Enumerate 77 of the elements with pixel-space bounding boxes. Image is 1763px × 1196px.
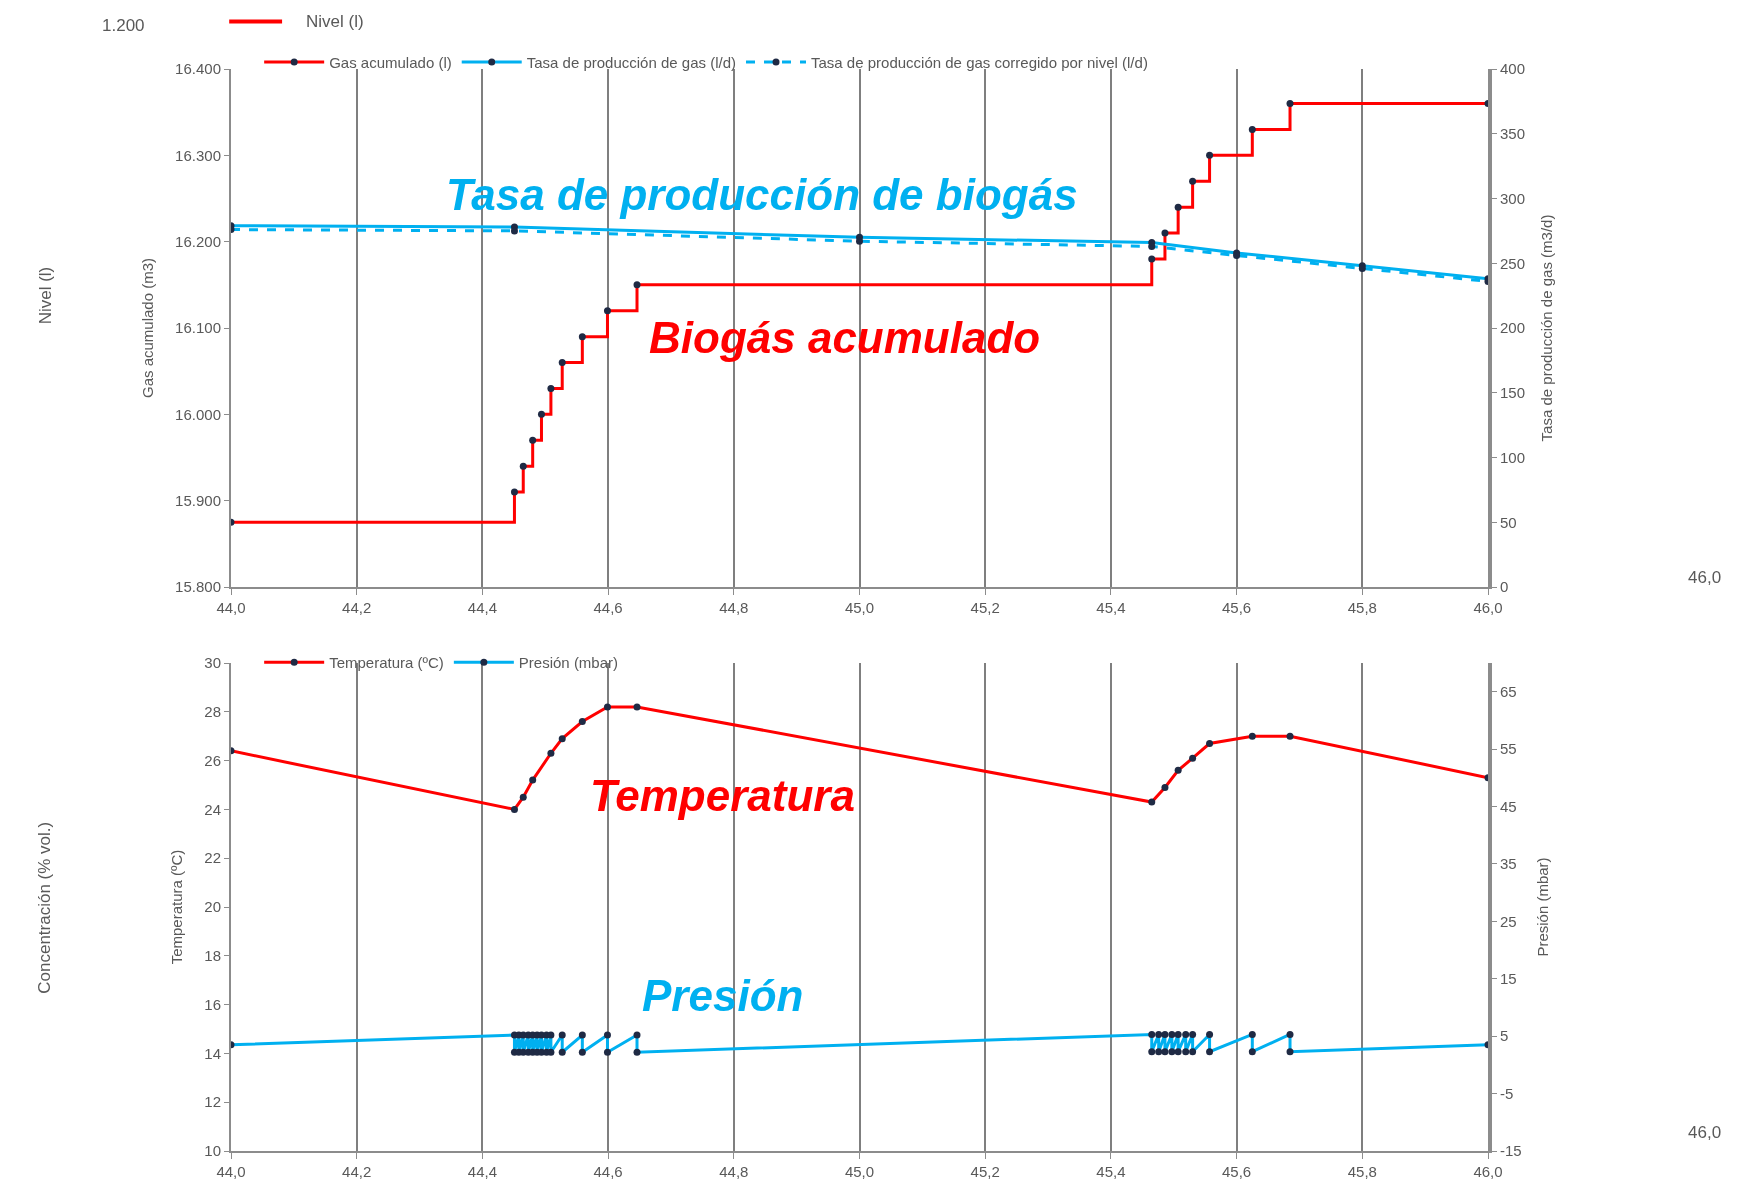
y-tick-label: 10 [204, 1142, 221, 1160]
y2-axis-title: Presión (mbar) [1534, 857, 1552, 957]
y-tick-label: 22 [204, 849, 221, 867]
x-tick-label: 45,6 [1222, 599, 1252, 616]
x-tick-label: 44,8 [719, 599, 749, 616]
text: 1.200 [102, 16, 145, 35]
text: Nivel (l) [306, 12, 364, 31]
x-tick-label: 45,6 [1222, 1163, 1252, 1180]
legend-label: Tasa de producción de gas (l/d) [526, 53, 737, 71]
legend-label: Presión (mbar) [518, 654, 619, 672]
y-axis-title: Gas acumulado (m3) [138, 257, 156, 399]
x-tick-label: 45,8 [1347, 1163, 1377, 1180]
x-tick-label: 44,4 [467, 1163, 497, 1180]
text: 46,0 [1688, 568, 1722, 587]
y-tick-label: 16.000 [175, 405, 221, 423]
x-tick-label: 44,4 [467, 599, 497, 616]
text: Concentración (% vol.) [35, 821, 55, 994]
x-tick-label: 46,0 [1473, 599, 1503, 616]
y2-tick-label: -15 [1500, 1142, 1522, 1160]
x-tick-label: 44,0 [216, 599, 246, 616]
y-tick-label: 24 [204, 800, 221, 818]
x-tick-label: 45,2 [970, 599, 1000, 616]
annotation: Presión [642, 971, 804, 1020]
y-tick-label: 16.400 [175, 60, 221, 78]
x-tick-label: 45,4 [1096, 1163, 1126, 1180]
y2-tick-label: 35 [1500, 855, 1517, 873]
x-tick-label: 44,0 [216, 1163, 246, 1180]
annotation: Biogás acumulado [649, 313, 1041, 362]
y2-tick-label: 50 [1500, 513, 1517, 531]
x-tick-label: 44,8 [719, 1163, 749, 1180]
annotation: Tasa de producción de biogás [446, 170, 1078, 219]
legend-label: Tasa de producción de gas corregido por nivel (l/d) [811, 53, 1148, 71]
legend-label: Temperatura (ºC) [329, 654, 444, 672]
y-tick-label: 15.900 [175, 491, 221, 509]
x-tick-label: 44,2 [342, 1163, 372, 1180]
y-tick-label: 20 [204, 898, 221, 916]
y2-tick-label: 25 [1500, 912, 1517, 930]
x-tick-label: 45,4 [1096, 599, 1126, 616]
y2-tick-label: 200 [1500, 319, 1526, 337]
y-axis-title: Temperatura (ºC) [168, 849, 186, 965]
y2-tick-label: 400 [1500, 60, 1526, 78]
y2-tick-label: 300 [1500, 189, 1526, 207]
x-tick-label: 45,0 [844, 1163, 875, 1180]
x-tick-label: 45,0 [844, 599, 875, 616]
annotation: Temperatura [590, 771, 855, 820]
y-tick-label: 18 [204, 947, 221, 965]
y2-tick-label: 5 [1500, 1027, 1509, 1045]
y2-tick-label: 350 [1500, 125, 1526, 142]
y-tick-label: 12 [204, 1093, 221, 1111]
y-tick-label: 16.300 [175, 146, 221, 164]
y-tick-label: 28 [204, 703, 221, 721]
text: 46,0 [1688, 1123, 1722, 1142]
y2-tick-label: 150 [1500, 384, 1526, 401]
y-tick-label: 14 [204, 1044, 221, 1062]
y-tick-label: 16 [204, 995, 221, 1013]
legend-label: Gas acumulado (l) [329, 53, 452, 71]
y-tick-label: 26 [204, 751, 221, 769]
y-tick-label: 15.800 [175, 578, 221, 596]
y2-tick-label: 65 [1500, 682, 1517, 700]
y2-tick-label: 55 [1500, 740, 1517, 758]
x-tick-label: 45,2 [970, 1163, 1000, 1180]
y2-tick-label: -5 [1500, 1084, 1514, 1102]
y-tick-label: 16.200 [175, 232, 221, 250]
text: Nivel (l) [35, 266, 55, 325]
y2-tick-label: 15 [1500, 970, 1517, 988]
y2-tick-label: 0 [1500, 578, 1509, 596]
x-tick-label: 45,8 [1347, 599, 1377, 616]
y-tick-label: 30 [204, 654, 221, 672]
x-tick-label: 44,2 [342, 599, 372, 616]
y2-axis-title: Tasa de producción de gas (m3/d) [1537, 214, 1555, 442]
y2-tick-label: 100 [1500, 448, 1526, 466]
y-tick-label: 16.100 [175, 319, 221, 337]
x-tick-label: 44,6 [593, 1163, 623, 1180]
x-tick-label: 44,6 [593, 599, 623, 616]
x-tick-label: 46,0 [1473, 1163, 1503, 1180]
y2-tick-label: 250 [1500, 254, 1526, 272]
y2-tick-label: 45 [1500, 797, 1517, 815]
